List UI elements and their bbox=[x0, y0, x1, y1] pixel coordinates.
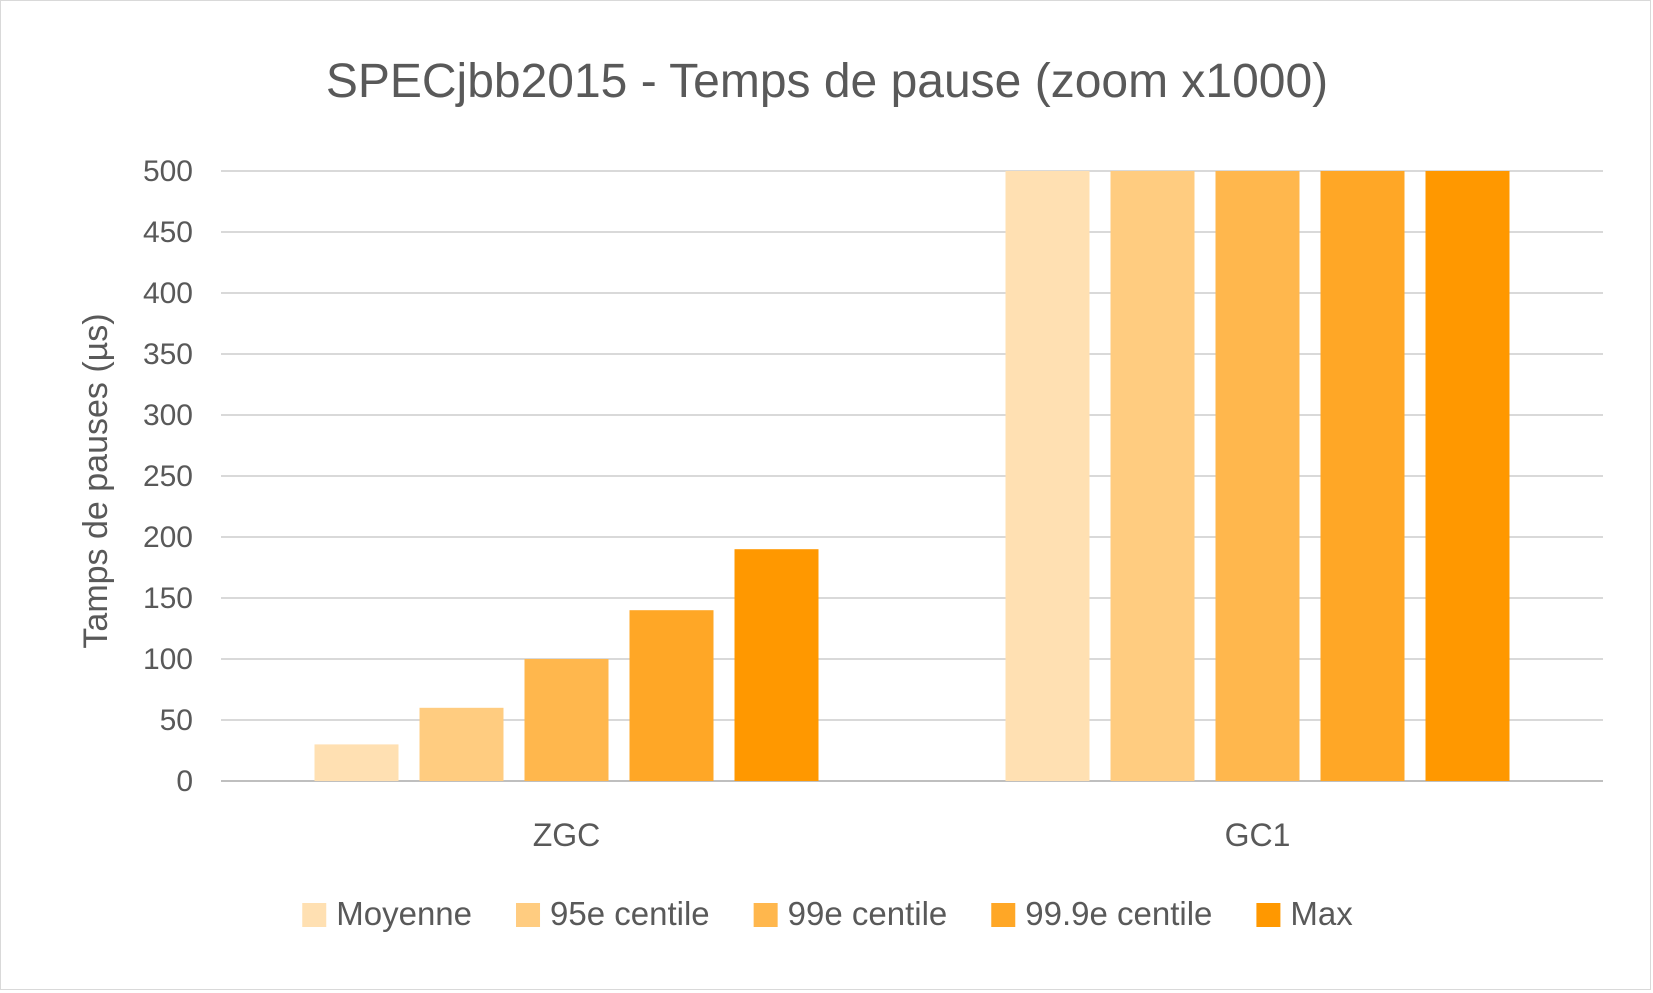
x-category-label: GC1 bbox=[1225, 817, 1291, 853]
legend-label: 99.9e centile bbox=[1025, 895, 1212, 932]
y-tick-label: 200 bbox=[143, 521, 193, 554]
bar-gc1-1 bbox=[1005, 171, 1090, 781]
legend-label: Max bbox=[1290, 895, 1353, 932]
bar-zgc-2 bbox=[419, 707, 504, 781]
legend-label: 95e centile bbox=[550, 895, 710, 932]
legend-label: 99e centile bbox=[788, 895, 948, 932]
chart-title: SPECjbb2015 - Temps de pause (zoom x1000… bbox=[326, 55, 1328, 108]
legend-swatch bbox=[516, 903, 541, 927]
y-tick-label: 100 bbox=[143, 643, 193, 676]
bar-zgc-4 bbox=[629, 610, 714, 781]
y-axis-ticks: 0 50 100 150 200 250 300 350 400 450 500 bbox=[143, 155, 193, 798]
y-tick-label: 400 bbox=[143, 277, 193, 310]
x-axis-labels: ZGC GC1 bbox=[533, 817, 1291, 853]
y-tick-label: 350 bbox=[143, 338, 193, 371]
legend-swatch bbox=[1256, 903, 1281, 927]
bar-gc1-3 bbox=[1215, 171, 1300, 781]
legend-swatch bbox=[302, 903, 327, 927]
legend-swatch bbox=[753, 903, 778, 927]
bar-zgc-3 bbox=[524, 659, 609, 781]
bar-zgc-5 bbox=[734, 549, 819, 781]
legend-swatch bbox=[991, 903, 1016, 927]
y-tick-label: 300 bbox=[143, 399, 193, 432]
y-axis-title: Tamps de pauses (µs) bbox=[77, 313, 115, 648]
bar-gc1-4 bbox=[1320, 171, 1405, 781]
legend: Moyenne 95e centile 99e centile 99.9e centi… bbox=[302, 895, 1353, 932]
bar-gc1-2 bbox=[1110, 171, 1195, 781]
y-tick-label: 50 bbox=[160, 704, 193, 737]
y-tick-label: 0 bbox=[176, 765, 193, 798]
y-tick-label: 150 bbox=[143, 582, 193, 615]
y-tick-label: 500 bbox=[143, 155, 193, 188]
x-category-label: ZGC bbox=[533, 817, 601, 853]
y-tick-label: 250 bbox=[143, 460, 193, 493]
bar-gc1-5 bbox=[1425, 171, 1510, 781]
legend-label: Moyenne bbox=[336, 895, 472, 932]
bars bbox=[314, 171, 1510, 781]
bar-zgc-1 bbox=[314, 744, 399, 781]
y-tick-label: 450 bbox=[143, 216, 193, 249]
